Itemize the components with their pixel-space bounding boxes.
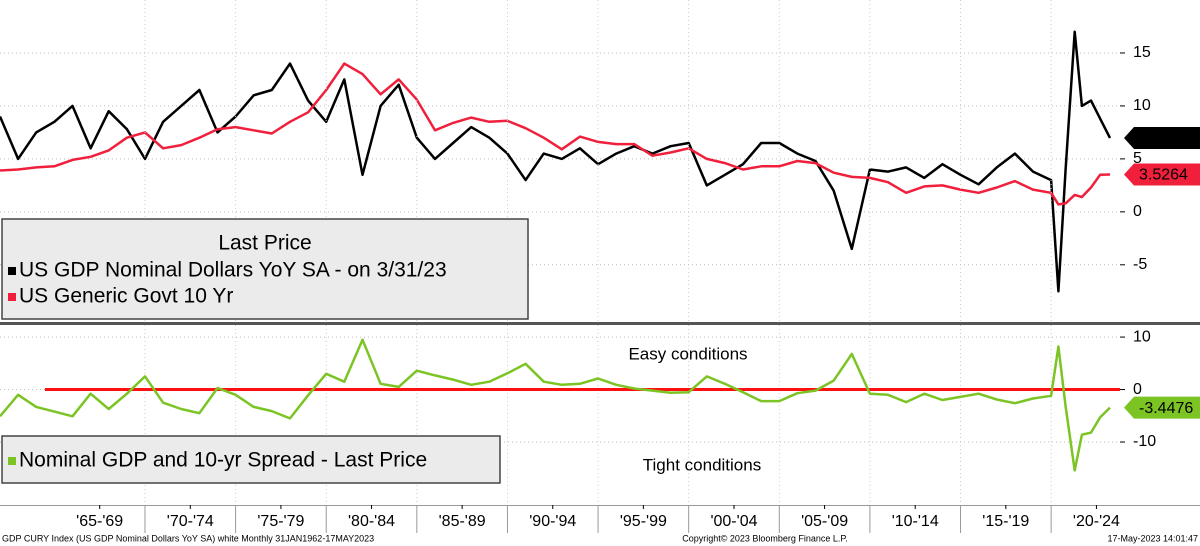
y-tick-label: 5 [1133, 150, 1142, 167]
footer-left: GDP CURY Index (US GDP Nominal Dollars Y… [2, 533, 374, 543]
y-tick-label: 15 [1133, 44, 1151, 61]
y-tick-label: -10 [1133, 433, 1156, 450]
last-price-tag [1124, 163, 1200, 186]
x-tick-label: '15-'19 [982, 513, 1029, 530]
last-price-label: 6.9739 [1139, 130, 1188, 147]
y-tick-label: 10 [1133, 97, 1151, 114]
x-tick-label: '05-'09 [801, 513, 848, 530]
y-tick-label: 0 [1133, 203, 1142, 220]
legend-box [1, 218, 529, 320]
x-tick-label: '75-'79 [257, 513, 304, 530]
legend-label: Nominal GDP and 10-yr Spread - Last Pric… [19, 449, 427, 472]
legend-title: Last Price [218, 232, 311, 255]
annotation: Easy conditions [628, 344, 747, 363]
x-tick-label: '85-'89 [439, 513, 486, 530]
series-line [0, 338, 1111, 472]
annotation: Tight conditions [643, 455, 761, 474]
last-price-label: 3.5264 [1139, 167, 1188, 184]
series-line [0, 62, 1111, 206]
x-tick-label: '70-'74 [167, 513, 214, 530]
legend-swatch [8, 293, 16, 301]
legend-swatch [8, 267, 16, 275]
last-price-tag [1124, 126, 1200, 149]
x-tick-label: '20-'24 [1073, 513, 1120, 530]
legend-swatch [8, 457, 16, 465]
footer-center: Copyright© 2023 Bloomberg Finance L.P. [682, 533, 848, 543]
last-price-label: -3.4476 [1139, 400, 1193, 417]
y-tick-label: -5 [1133, 256, 1147, 273]
x-tick-label: '90-'94 [529, 513, 576, 530]
legend-label: US Generic Govt 10 Yr [19, 285, 233, 308]
legend-label: US GDP Nominal Dollars YoY SA - on 3/31/… [19, 259, 447, 282]
x-tick-label: '00-'04 [710, 513, 757, 530]
x-tick-label: '10-'14 [892, 513, 939, 530]
footer-right: 17-May-2023 14:01:47 [1107, 533, 1198, 543]
series-line [0, 30, 1112, 293]
x-tick-label: '80-'84 [348, 513, 395, 530]
legend-box [1, 435, 501, 484]
x-tick-label: '65-'69 [76, 513, 123, 530]
y-tick-label: 10 [1133, 328, 1151, 345]
y-tick-label: 0 [1133, 381, 1142, 398]
x-tick-label: '95-'99 [620, 513, 667, 530]
last-price-tag [1124, 396, 1200, 419]
